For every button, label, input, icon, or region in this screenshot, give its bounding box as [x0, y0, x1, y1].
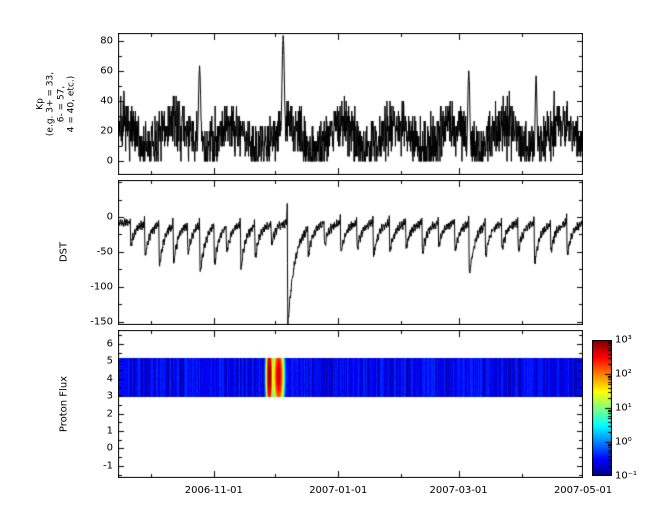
y-tick-label: 60	[100, 65, 113, 77]
y-tick-label: 40	[100, 95, 113, 107]
y-tick-label: 80	[100, 35, 113, 47]
x-tick-label: 2007-03-01	[429, 485, 488, 496]
colorbar-tick-label: 10²	[615, 368, 632, 380]
kp-line-plot	[118, 33, 583, 175]
y-tick-label: 0	[106, 442, 113, 454]
y-tick-label: 3	[106, 390, 113, 402]
y-tick-label: -100	[90, 281, 113, 293]
y-tick-label: 6	[106, 338, 113, 350]
colorbar-tick-label: 10⁰	[615, 436, 632, 448]
proton-flux-axis-label: Proton Flux	[58, 375, 70, 433]
y-tick-label: -150	[90, 316, 113, 327]
proton-flux-spectrogram	[118, 330, 583, 478]
colorbar-tick-label: 10³	[615, 334, 632, 346]
y-tick-label: 2	[106, 408, 113, 420]
colorbar	[592, 340, 612, 476]
x-tick-label: 2007-05-01	[553, 485, 613, 496]
y-tick-label: -50	[96, 246, 113, 258]
y-tick-label: 20	[100, 125, 113, 137]
x-tick-label: 2006-11-01	[184, 485, 243, 496]
dst-line-plot	[118, 180, 583, 325]
y-tick-label: -1	[103, 460, 113, 472]
y-tick-label: 0	[106, 211, 113, 223]
y-tick-label: 4	[106, 373, 113, 385]
y-tick-label: 1	[106, 425, 113, 437]
kp-axis-label: Kp (e.g. 3+ = 33, 6- = 57, 4 = 40, etc.)	[35, 71, 77, 137]
colorbar-tick-label: 10⁻¹	[615, 470, 638, 482]
y-tick-label: 0	[106, 155, 113, 167]
x-tick-label: 2007-01-01	[309, 485, 368, 496]
y-tick-label: 5	[106, 355, 113, 367]
colorbar-tick-label: 10¹	[615, 402, 632, 414]
dst-axis-label: DST	[58, 241, 70, 263]
